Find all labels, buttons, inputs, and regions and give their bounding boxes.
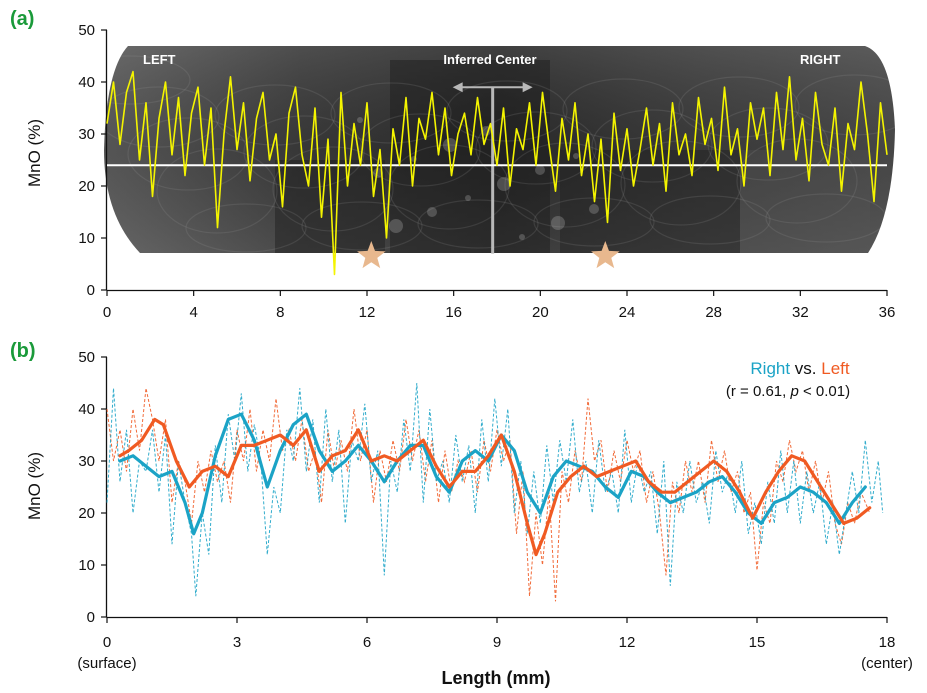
panel-b-x-axis: 0 3 6 9 12 15 18 [103, 616, 896, 651]
panel-a-y-tick-label: 0 [87, 282, 95, 299]
panel-a-x-tick-label: 32 [792, 304, 809, 321]
panel-b-y-tick-label: 0 [87, 609, 95, 626]
panel-b-y-tick-label: 40 [78, 401, 95, 418]
smoothed-left-line [118, 417, 872, 557]
legend-stat-p: p [789, 383, 798, 400]
panel-b-plot-area [106, 382, 884, 602]
panel-a-x-tick-label: 36 [879, 304, 896, 321]
panel-a-x-tick-label: 8 [276, 304, 284, 321]
panel-a-plot-area [106, 70, 888, 276]
legend-vs: vs. [790, 359, 821, 378]
legend-right: Right [750, 359, 790, 378]
panel-a-x-tick-label: 20 [532, 304, 549, 321]
panel-b-y-tick-label: 50 [78, 349, 95, 366]
panel-b-y-axis: 0 10 20 30 40 50 [78, 349, 108, 626]
legend-stat-pre: (r = 0.61, [726, 383, 791, 400]
panel-b: (b) 0 10 20 30 40 50 0 3 6 9 12 15 18 MnO (%) Lengt… [10, 340, 913, 688]
panel-a-x-tick-label: 24 [619, 304, 636, 321]
panel-b-x-tick-label: 3 [233, 634, 241, 651]
legend-stat-post: < 0.01) [799, 383, 850, 400]
panel-a-y-tick-label: 20 [78, 178, 95, 195]
panel-a-y-tick-label: 30 [78, 126, 95, 143]
left-label: LEFT [143, 52, 176, 67]
panel-a-x-tick-label: 0 [103, 304, 111, 321]
legend-stat: (r = 0.61, p < 0.01) [726, 383, 850, 400]
inferred-center-label: Inferred Center [443, 52, 536, 67]
panel-b-x-tick-label: 18 [879, 634, 896, 651]
panel-a-y-tick-label: 10 [78, 230, 95, 247]
panel-b-y-tick-label: 20 [78, 505, 95, 522]
mno-profile-line [106, 70, 888, 276]
arrow-left-icon [452, 82, 463, 93]
panel-a-x-tick-label: 28 [705, 304, 722, 321]
right-label: RIGHT [800, 52, 841, 67]
legend-left: Left [821, 359, 850, 378]
panel-a-label: (a) [10, 8, 34, 30]
panel-b-x-tick-label: 15 [749, 634, 766, 651]
panel-a-x-axis: 0 4 8 12 16 20 24 28 32 36 [103, 289, 896, 321]
panel-b-x-tick-label: 6 [363, 634, 371, 651]
star-icon [357, 241, 386, 269]
panel-b-x-tick-label: 9 [493, 634, 501, 651]
panel-b-x-tick-label: 0 [103, 634, 111, 651]
surface-label: (surface) [77, 655, 136, 672]
panel-a: (a) 0 10 20 30 40 50 0 4 8 12 16 20 24 28 32 36 MnO (%… [10, 8, 896, 321]
panel-b-x-axis-label: Length (mm) [442, 668, 551, 688]
panel-a-x-tick-label: 12 [359, 304, 376, 321]
panel-b-label: (b) [10, 340, 36, 362]
raw-right-line [106, 382, 884, 597]
panel-b-y-tick-label: 10 [78, 557, 95, 574]
panel-a-x-tick-label: 16 [445, 304, 462, 321]
legend-title: Right vs. Left [750, 359, 849, 378]
panel-a-y-axis: 0 10 20 30 40 50 [78, 22, 108, 299]
panel-a-x-tick-label: 4 [189, 304, 197, 321]
center-label: (center) [861, 655, 913, 672]
panel-b-x-tick-label: 12 [619, 634, 636, 651]
smoothed-right-line [118, 412, 867, 536]
arrow-right-icon [522, 82, 533, 93]
panel-b-y-axis-label: MnO (%) [25, 452, 44, 520]
panel-b-y-tick-label: 30 [78, 453, 95, 470]
panel-a-y-axis-label: MnO (%) [25, 119, 44, 187]
panel-a-y-tick-label: 40 [78, 74, 95, 91]
star-icon [591, 241, 620, 269]
panel-a-y-tick-label: 50 [78, 22, 95, 39]
